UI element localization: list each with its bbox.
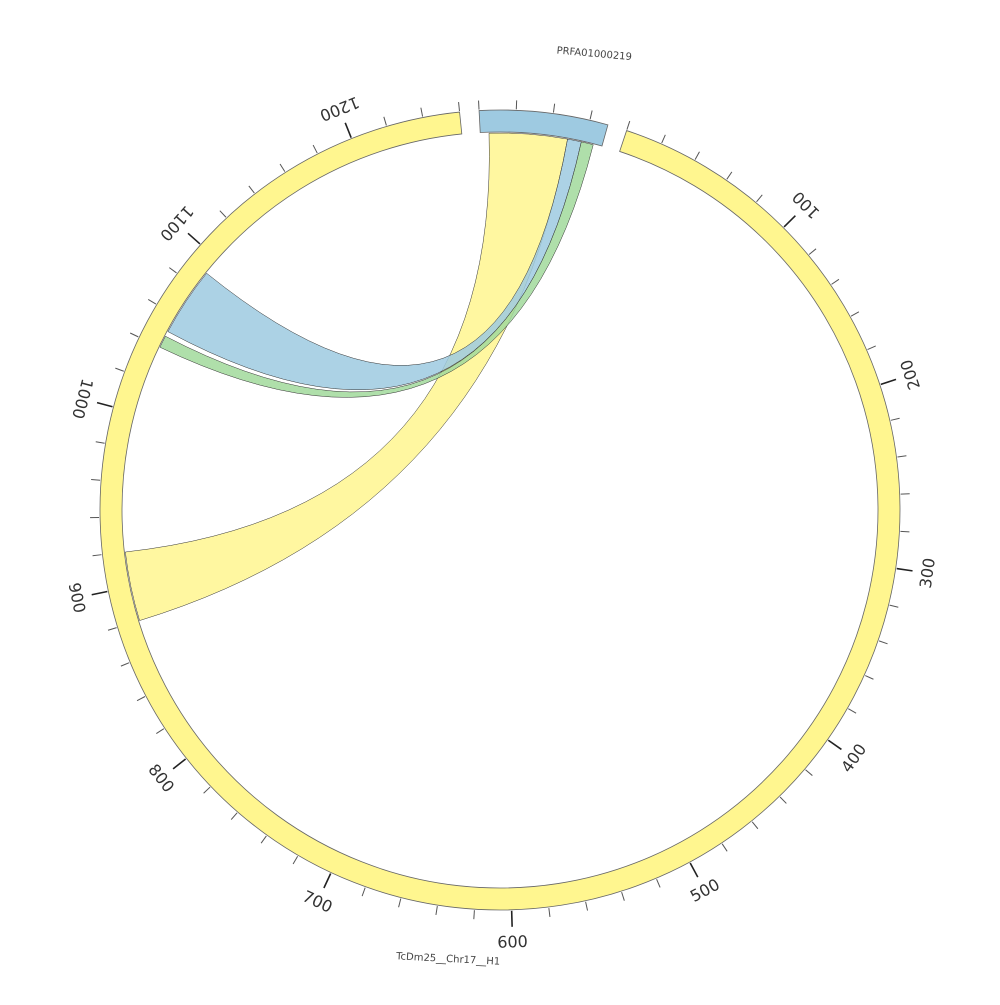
minor-tick (313, 145, 317, 153)
major-tick (828, 740, 841, 749)
minor-tick (622, 892, 625, 901)
tick-label: 1100 (156, 202, 197, 245)
tick-label: 700 (300, 887, 336, 917)
minor-tick (96, 442, 105, 443)
minor-tick (627, 121, 630, 130)
minor-tick (421, 108, 423, 117)
minor-tick (831, 279, 838, 284)
minor-tick (586, 902, 588, 911)
minor-tick (436, 906, 437, 915)
major-tick (881, 379, 896, 384)
minor-tick (399, 899, 401, 908)
minor-tick (809, 249, 816, 255)
minor-tick (121, 663, 129, 666)
tick-label: 300 (916, 557, 939, 590)
major-tick (188, 233, 200, 244)
minor-tick (891, 418, 900, 420)
minor-tick (137, 696, 145, 700)
minor-tick (851, 312, 859, 316)
minor-tick (204, 787, 211, 793)
major-tick (324, 873, 331, 888)
minor-tick (108, 628, 117, 631)
minor-tick (115, 368, 123, 371)
minor-tick (757, 195, 763, 202)
minor-tick (890, 605, 899, 607)
minor-tick (231, 813, 237, 820)
minor-tick (897, 456, 906, 457)
minor-tick (806, 770, 813, 776)
minor-tick (148, 299, 156, 304)
minor-tick (879, 641, 888, 644)
minor-tick (752, 822, 758, 829)
tick-label: 800 (144, 760, 178, 796)
segment-label-tc: TcDm25__Chr17__H1 (395, 951, 501, 967)
tick-label: 900 (65, 581, 90, 615)
minor-tick (293, 856, 298, 864)
minor-tick (474, 910, 475, 919)
minor-tick (657, 879, 661, 887)
minor-tick (93, 555, 102, 556)
minor-tick (590, 110, 592, 119)
minor-tick (459, 102, 460, 111)
minor-tick (722, 844, 727, 851)
major-tick (784, 216, 795, 227)
tick-label: 200 (896, 357, 924, 392)
tick-label: 400 (837, 740, 870, 776)
minor-tick (261, 836, 266, 843)
major-tick (345, 123, 351, 138)
minor-tick (695, 152, 699, 160)
minor-tick (280, 164, 285, 172)
minor-tick (780, 797, 786, 803)
link-layer (125, 133, 593, 621)
minor-tick (362, 888, 365, 896)
minor-tick (220, 211, 226, 218)
major-tick (97, 403, 112, 407)
major-tick (173, 759, 186, 769)
minor-tick (249, 186, 255, 193)
minor-tick (384, 117, 387, 126)
minor-tick (868, 346, 876, 350)
minor-tick (169, 268, 176, 273)
segment-label-prfa: PRFA01000219 (556, 46, 632, 64)
minor-tick (727, 172, 732, 179)
minor-tick (865, 676, 873, 680)
tick-label: 500 (687, 875, 723, 906)
tick-label: 600 (497, 932, 528, 952)
minor-tick (549, 908, 550, 917)
minor-tick (662, 135, 666, 143)
minor-tick (553, 104, 554, 113)
tick-label: 1200 (317, 92, 362, 125)
major-tick (897, 569, 913, 571)
tick-label: 1000 (68, 377, 97, 421)
major-tick (92, 592, 108, 595)
minor-tick (91, 480, 100, 481)
major-tick (690, 863, 698, 877)
minor-tick (848, 709, 856, 713)
minor-tick (156, 729, 164, 734)
minor-tick (130, 333, 138, 337)
